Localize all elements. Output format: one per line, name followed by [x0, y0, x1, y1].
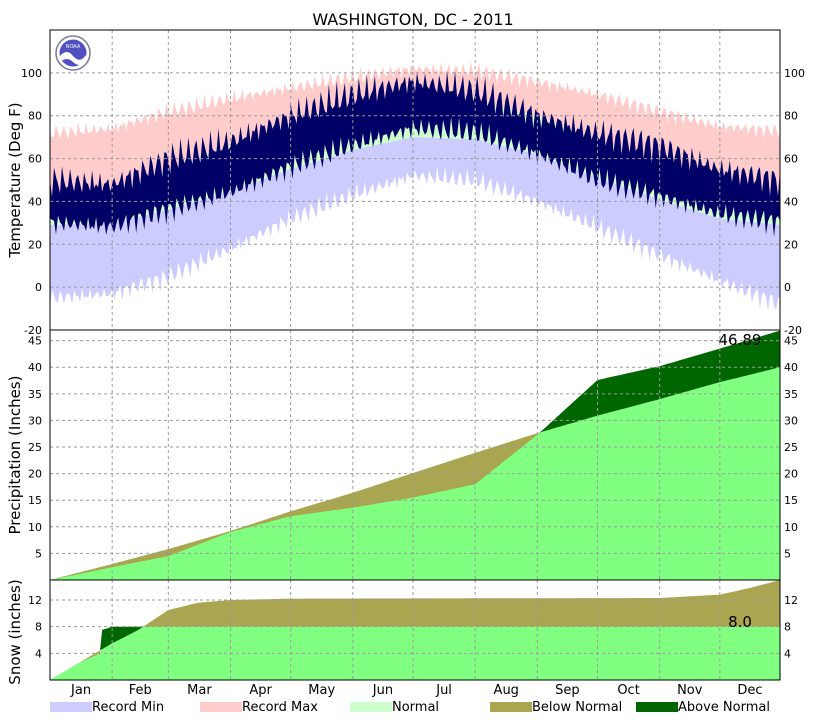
chart-title: WASHINGTON, DC - 2011 [312, 10, 513, 29]
legend-label: Record Max [242, 700, 318, 715]
month-axis: Jan Feb Mar Apr May Jun Jul Aug Sep Oct Nov Dec [70, 683, 762, 698]
snow-panel: 4 4 8 8 12 12 [28, 579, 798, 681]
y-tick-label-left: 8 [35, 621, 42, 634]
y-tick-label-left: 25 [28, 441, 42, 454]
y-tick-label-right: 35 [784, 388, 798, 401]
y-tick-label-left: 35 [28, 388, 42, 401]
precipitation-axis-label: Precipitation (Inches) [6, 376, 24, 535]
legend-label: Above Normal [678, 700, 770, 715]
month-label: Aug [494, 683, 519, 698]
y-tick-label-right: 40 [784, 195, 798, 208]
month-label: Sep [555, 683, 580, 698]
series-actual-temperature [50, 71, 780, 237]
y-tick-label-right: 20 [784, 468, 798, 481]
y-tick-label-left: 40 [28, 195, 42, 208]
y-tick-label-left: -20 [24, 324, 42, 337]
legend-swatch [50, 702, 92, 712]
month-label: Jun [372, 683, 393, 698]
y-tick-label-right: 20 [784, 238, 798, 251]
y-tick-label-right: 40 [784, 361, 798, 374]
legend-swatch [200, 702, 242, 712]
y-tick-label-right: 4 [784, 647, 791, 660]
month-label: May [308, 683, 335, 698]
legend-label: Below Normal [532, 700, 622, 715]
y-tick-label-left: 60 [28, 153, 42, 166]
y-tick-label-right: 0 [784, 281, 791, 294]
y-tick-label-left: 5 [35, 547, 42, 560]
snow-axis-label: Snow (inches) [6, 579, 24, 684]
y-tick-label-left: 10 [28, 521, 42, 534]
y-tick-label-left: 15 [28, 494, 42, 507]
y-tick-label-left: 45 [28, 335, 42, 348]
y-tick-label-left: 12 [28, 594, 42, 607]
month-label: Mar [187, 683, 212, 698]
y-tick-label-left: 40 [28, 361, 42, 374]
series-precip-below-normal [50, 367, 780, 580]
noaa-logo-icon: NOAA [55, 35, 91, 71]
month-label: Oct [617, 683, 639, 698]
y-tick-label-left: 20 [28, 468, 42, 481]
y-tick-label-left: 20 [28, 238, 42, 251]
snow-total-label: 8.0 [728, 613, 752, 631]
y-tick-label-right: 45 [784, 335, 798, 348]
legend-swatch [490, 702, 532, 712]
legend-swatch [636, 702, 678, 712]
y-tick-label-right: 10 [784, 521, 798, 534]
legend: Record Min Record Max Normal Below Normal Ab… [50, 700, 770, 715]
y-tick-label-left: 0 [35, 281, 42, 294]
month-label: Feb [129, 683, 152, 698]
svg-text:NOAA: NOAA [66, 44, 81, 50]
y-tick-label-right: 8 [784, 621, 791, 634]
y-tick-label-right: 5 [784, 547, 791, 560]
y-tick-label-right: 12 [784, 594, 798, 607]
legend-label: Record Min [92, 700, 164, 715]
y-tick-label-right: 100 [784, 67, 805, 80]
y-tick-label-right: 60 [784, 153, 798, 166]
month-label: Jan [70, 683, 91, 698]
panel-frame [49, 579, 781, 681]
y-tick-label-right: 80 [784, 110, 798, 123]
y-tick-label-left: 4 [35, 647, 42, 660]
temperature-axis-label: Temperature (Deg F) [6, 102, 24, 258]
legend-label: Normal [392, 700, 439, 715]
month-label: Dec [737, 683, 762, 698]
month-label: Nov [677, 683, 703, 698]
month-label: Jul [435, 683, 452, 698]
series-record-max [50, 61, 780, 196]
temperature-panel: -20 -20 0 0 20 20 40 40 60 60 80 80 100 100 [21, 29, 805, 337]
y-tick-label-left: 30 [28, 414, 42, 427]
legend-swatch [350, 702, 392, 712]
y-tick-label-left: 100 [21, 67, 42, 80]
y-tick-label-right: 25 [784, 441, 798, 454]
y-tick-label-right: 30 [784, 414, 798, 427]
precipitation-panel: 5 5 10 10 15 15 20 20 25 25 30 30 35 35 40 40 45 45 [28, 329, 798, 581]
month-label: Apr [249, 683, 272, 698]
precipitation-total-label: 46.89 [719, 331, 762, 349]
y-tick-label-left: 80 [28, 110, 42, 123]
y-tick-label-right: 15 [784, 494, 798, 507]
y-tick-label-right: -20 [784, 324, 802, 337]
